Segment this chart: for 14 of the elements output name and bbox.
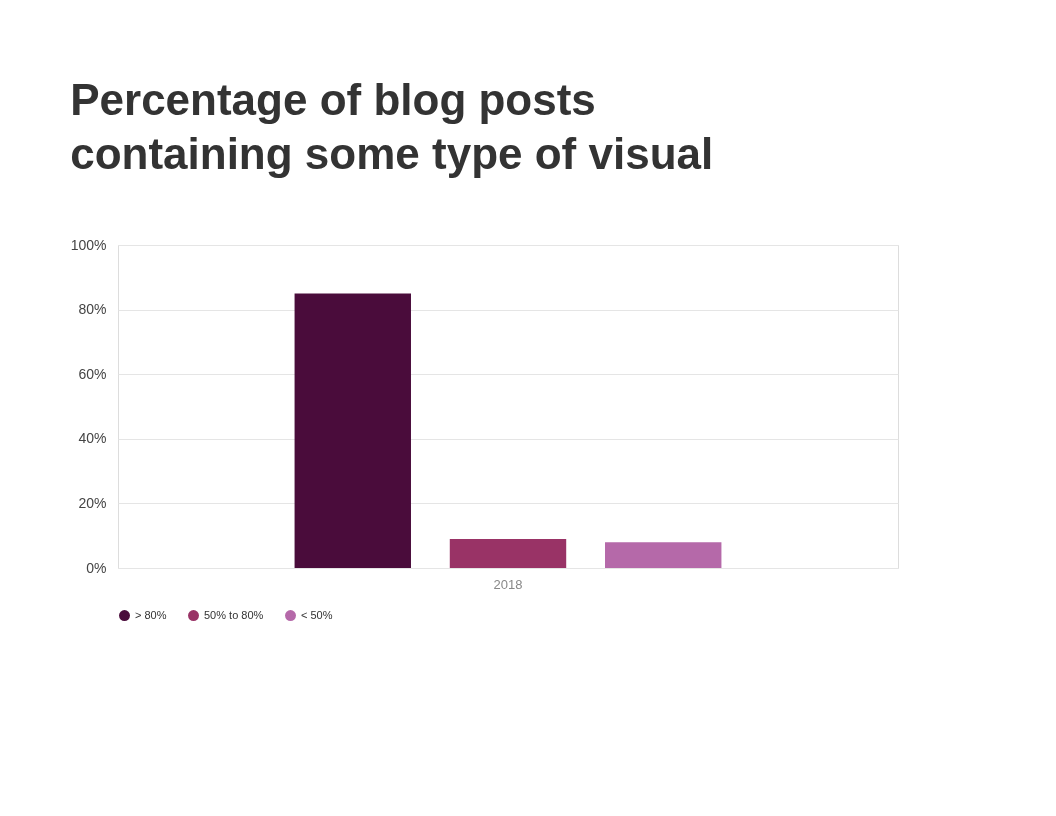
legend-label: > 80%: [135, 608, 167, 621]
y-tick-label: 40%: [78, 430, 107, 447]
legend-label: 50% to 80%: [204, 608, 264, 621]
y-tick-label: 100%: [70, 236, 107, 253]
y-tick-label: 0%: [86, 559, 107, 576]
y-tick-label: 20%: [78, 494, 107, 511]
bar: [449, 538, 567, 568]
bar: [605, 542, 722, 568]
legend-label: < 50%: [301, 608, 333, 621]
y-tick-label: 80%: [78, 301, 107, 318]
x-tick-label: 2018: [493, 576, 523, 592]
bar: [294, 293, 411, 568]
y-tick-label: 60%: [78, 365, 107, 382]
chart-title: Percentage of blog posts containing some type of visual: [70, 75, 714, 178]
